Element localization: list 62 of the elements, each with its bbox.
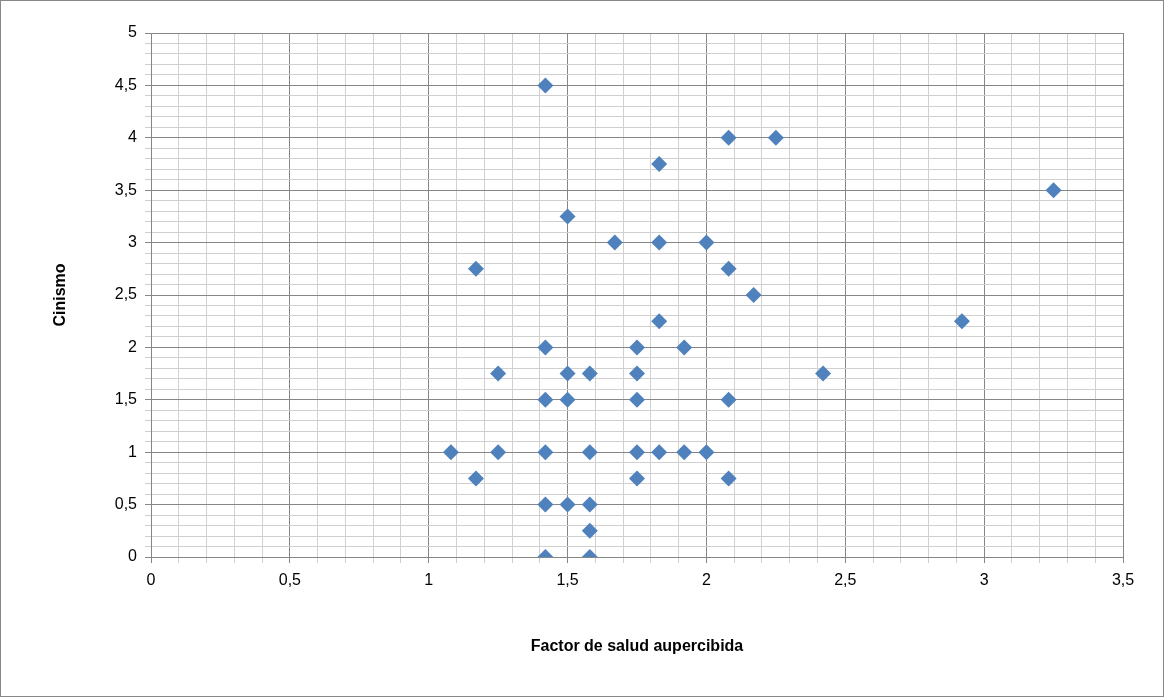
point <box>651 313 668 330</box>
x-tick-label: 2,5 <box>834 571 857 589</box>
x-tick-label: 3 <box>979 571 989 589</box>
y-tick-label: 5 <box>128 23 138 41</box>
point <box>651 234 668 251</box>
point <box>559 496 576 513</box>
point <box>1045 182 1062 199</box>
point <box>720 470 737 487</box>
y-tick-label: 2 <box>128 337 138 355</box>
point <box>559 365 576 382</box>
point <box>537 444 554 461</box>
point <box>581 365 598 382</box>
point <box>442 444 459 461</box>
point <box>581 444 598 461</box>
point <box>581 496 598 513</box>
y-tick-label: 1,5 <box>114 390 138 408</box>
point <box>745 287 762 303</box>
point <box>676 444 693 461</box>
point <box>559 391 576 408</box>
point <box>698 444 715 461</box>
point <box>767 129 784 146</box>
point <box>537 496 554 513</box>
point <box>629 391 645 408</box>
point <box>581 522 598 539</box>
point <box>490 365 507 382</box>
x-tick-label: 3,5 <box>1111 571 1135 589</box>
point <box>720 391 737 408</box>
point <box>467 260 484 277</box>
point <box>676 339 693 356</box>
y-tick-label: 4 <box>128 128 138 146</box>
point <box>559 208 576 225</box>
point <box>651 156 668 172</box>
point <box>720 260 737 277</box>
x-tick-label: 1,5 <box>556 571 579 589</box>
y-tick-label: 3 <box>128 233 138 251</box>
point <box>720 129 737 146</box>
x-tick-label: 2 <box>701 571 711 589</box>
point <box>467 470 484 487</box>
point <box>629 365 645 382</box>
point <box>629 339 645 356</box>
x-tick-label: 0 <box>146 571 156 589</box>
point <box>537 391 554 408</box>
y-tick-label: 0,5 <box>114 495 138 513</box>
point <box>651 444 668 461</box>
y-tick-label: 4,5 <box>114 75 138 93</box>
x-tick-label: 1 <box>424 571 434 589</box>
y-tick-label: 2,5 <box>114 285 138 303</box>
point <box>629 444 645 461</box>
point <box>698 234 715 251</box>
point <box>537 339 554 356</box>
point <box>953 313 970 330</box>
point <box>606 234 623 251</box>
point <box>537 77 554 94</box>
x-tick-label: 0,5 <box>278 571 302 589</box>
point <box>815 365 832 382</box>
y-tick-label: 1 <box>128 442 138 460</box>
y-tick-label: 0 <box>128 547 138 565</box>
y-axis-title: Cinismo <box>51 263 69 327</box>
point <box>629 470 645 487</box>
y-tick-label: 3,5 <box>114 180 138 198</box>
x-axis-title: Factor de salud aupercibida <box>530 636 744 654</box>
point <box>490 444 507 461</box>
